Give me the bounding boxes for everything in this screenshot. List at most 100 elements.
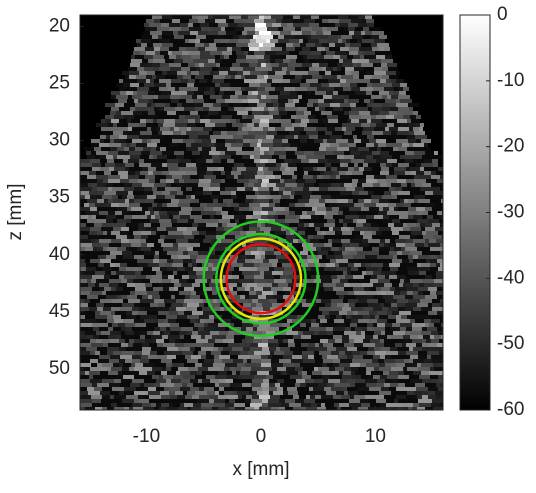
speckle <box>218 371 227 375</box>
speckle <box>285 291 290 295</box>
speckle <box>373 283 384 287</box>
speckle <box>327 219 335 223</box>
speckle <box>354 31 361 35</box>
speckle <box>249 103 257 107</box>
speckle <box>168 167 179 171</box>
speckle <box>157 159 167 163</box>
speckle <box>299 219 304 223</box>
speckle <box>96 175 108 179</box>
speckle <box>89 203 95 207</box>
speckle <box>381 155 392 159</box>
speckle <box>167 203 178 207</box>
speckle <box>154 299 164 303</box>
speckle <box>157 27 169 31</box>
speckle <box>179 87 191 91</box>
speckle <box>418 211 423 215</box>
speckle <box>366 267 378 271</box>
speckle <box>127 279 133 283</box>
speckle <box>279 343 288 347</box>
speckle <box>165 303 171 307</box>
speckle <box>186 183 198 187</box>
speckle <box>236 59 246 63</box>
speckle <box>422 155 432 159</box>
speckle <box>110 135 119 139</box>
speckle <box>80 247 85 251</box>
speckle <box>295 67 305 71</box>
speckle <box>438 331 443 335</box>
speckle <box>308 391 320 395</box>
speckle <box>307 55 319 59</box>
speckle <box>249 207 253 211</box>
speckle <box>323 359 333 363</box>
speckle <box>225 235 235 239</box>
speckle <box>361 375 368 379</box>
speckle <box>242 115 247 119</box>
speckle <box>372 75 382 79</box>
speckle <box>400 219 408 223</box>
speckle <box>198 131 209 135</box>
speckle <box>428 219 439 223</box>
speckle <box>191 71 199 75</box>
speckle <box>379 47 384 51</box>
speckle <box>261 363 271 367</box>
speckle <box>297 175 303 179</box>
speckle <box>124 391 134 395</box>
speckle <box>143 375 152 379</box>
speckle <box>123 363 131 367</box>
y-tick-label: 30 <box>49 130 70 151</box>
speckle <box>256 39 260 43</box>
speckle <box>413 255 418 259</box>
speckle <box>134 375 143 379</box>
speckle <box>80 251 89 255</box>
speckle <box>326 207 332 211</box>
speckle <box>192 187 203 191</box>
speckle <box>376 55 385 59</box>
speckle <box>338 383 350 387</box>
speckle <box>326 211 338 215</box>
speckle <box>337 275 345 279</box>
speckle <box>225 171 231 175</box>
speckle <box>197 383 206 387</box>
speckle <box>430 259 437 263</box>
speckle <box>130 247 137 251</box>
speckle <box>95 283 99 287</box>
speckle <box>285 407 293 410</box>
speckle <box>303 367 308 371</box>
speckle <box>305 283 316 287</box>
speckle <box>366 219 375 223</box>
speckle <box>215 247 225 251</box>
speckle <box>125 167 129 171</box>
speckle <box>281 227 286 231</box>
speckle <box>313 103 318 107</box>
speckle <box>112 387 124 391</box>
speckle <box>174 147 186 151</box>
speckle <box>171 303 183 307</box>
speckle <box>120 231 128 235</box>
speckle <box>376 203 388 207</box>
speckle <box>305 59 309 63</box>
speckle <box>352 179 358 183</box>
speckle <box>237 291 243 295</box>
speckle <box>265 255 276 259</box>
speckle <box>204 115 210 119</box>
speckle <box>102 223 109 227</box>
speckle <box>441 403 443 407</box>
speckle <box>232 47 241 51</box>
speckle <box>114 167 125 171</box>
speckle <box>92 167 100 171</box>
speckle <box>211 163 222 167</box>
speckle <box>192 15 197 19</box>
speckle <box>97 347 107 351</box>
speckle <box>180 371 190 375</box>
speckle <box>261 223 265 227</box>
speckle <box>287 199 298 203</box>
speckle <box>100 311 111 315</box>
speckle <box>340 183 344 187</box>
speckle <box>341 35 352 39</box>
speckle <box>336 175 340 179</box>
speckle <box>324 215 333 219</box>
speckle <box>141 43 147 47</box>
speckle <box>439 219 443 223</box>
speckle <box>320 227 329 231</box>
speckle <box>221 239 233 243</box>
